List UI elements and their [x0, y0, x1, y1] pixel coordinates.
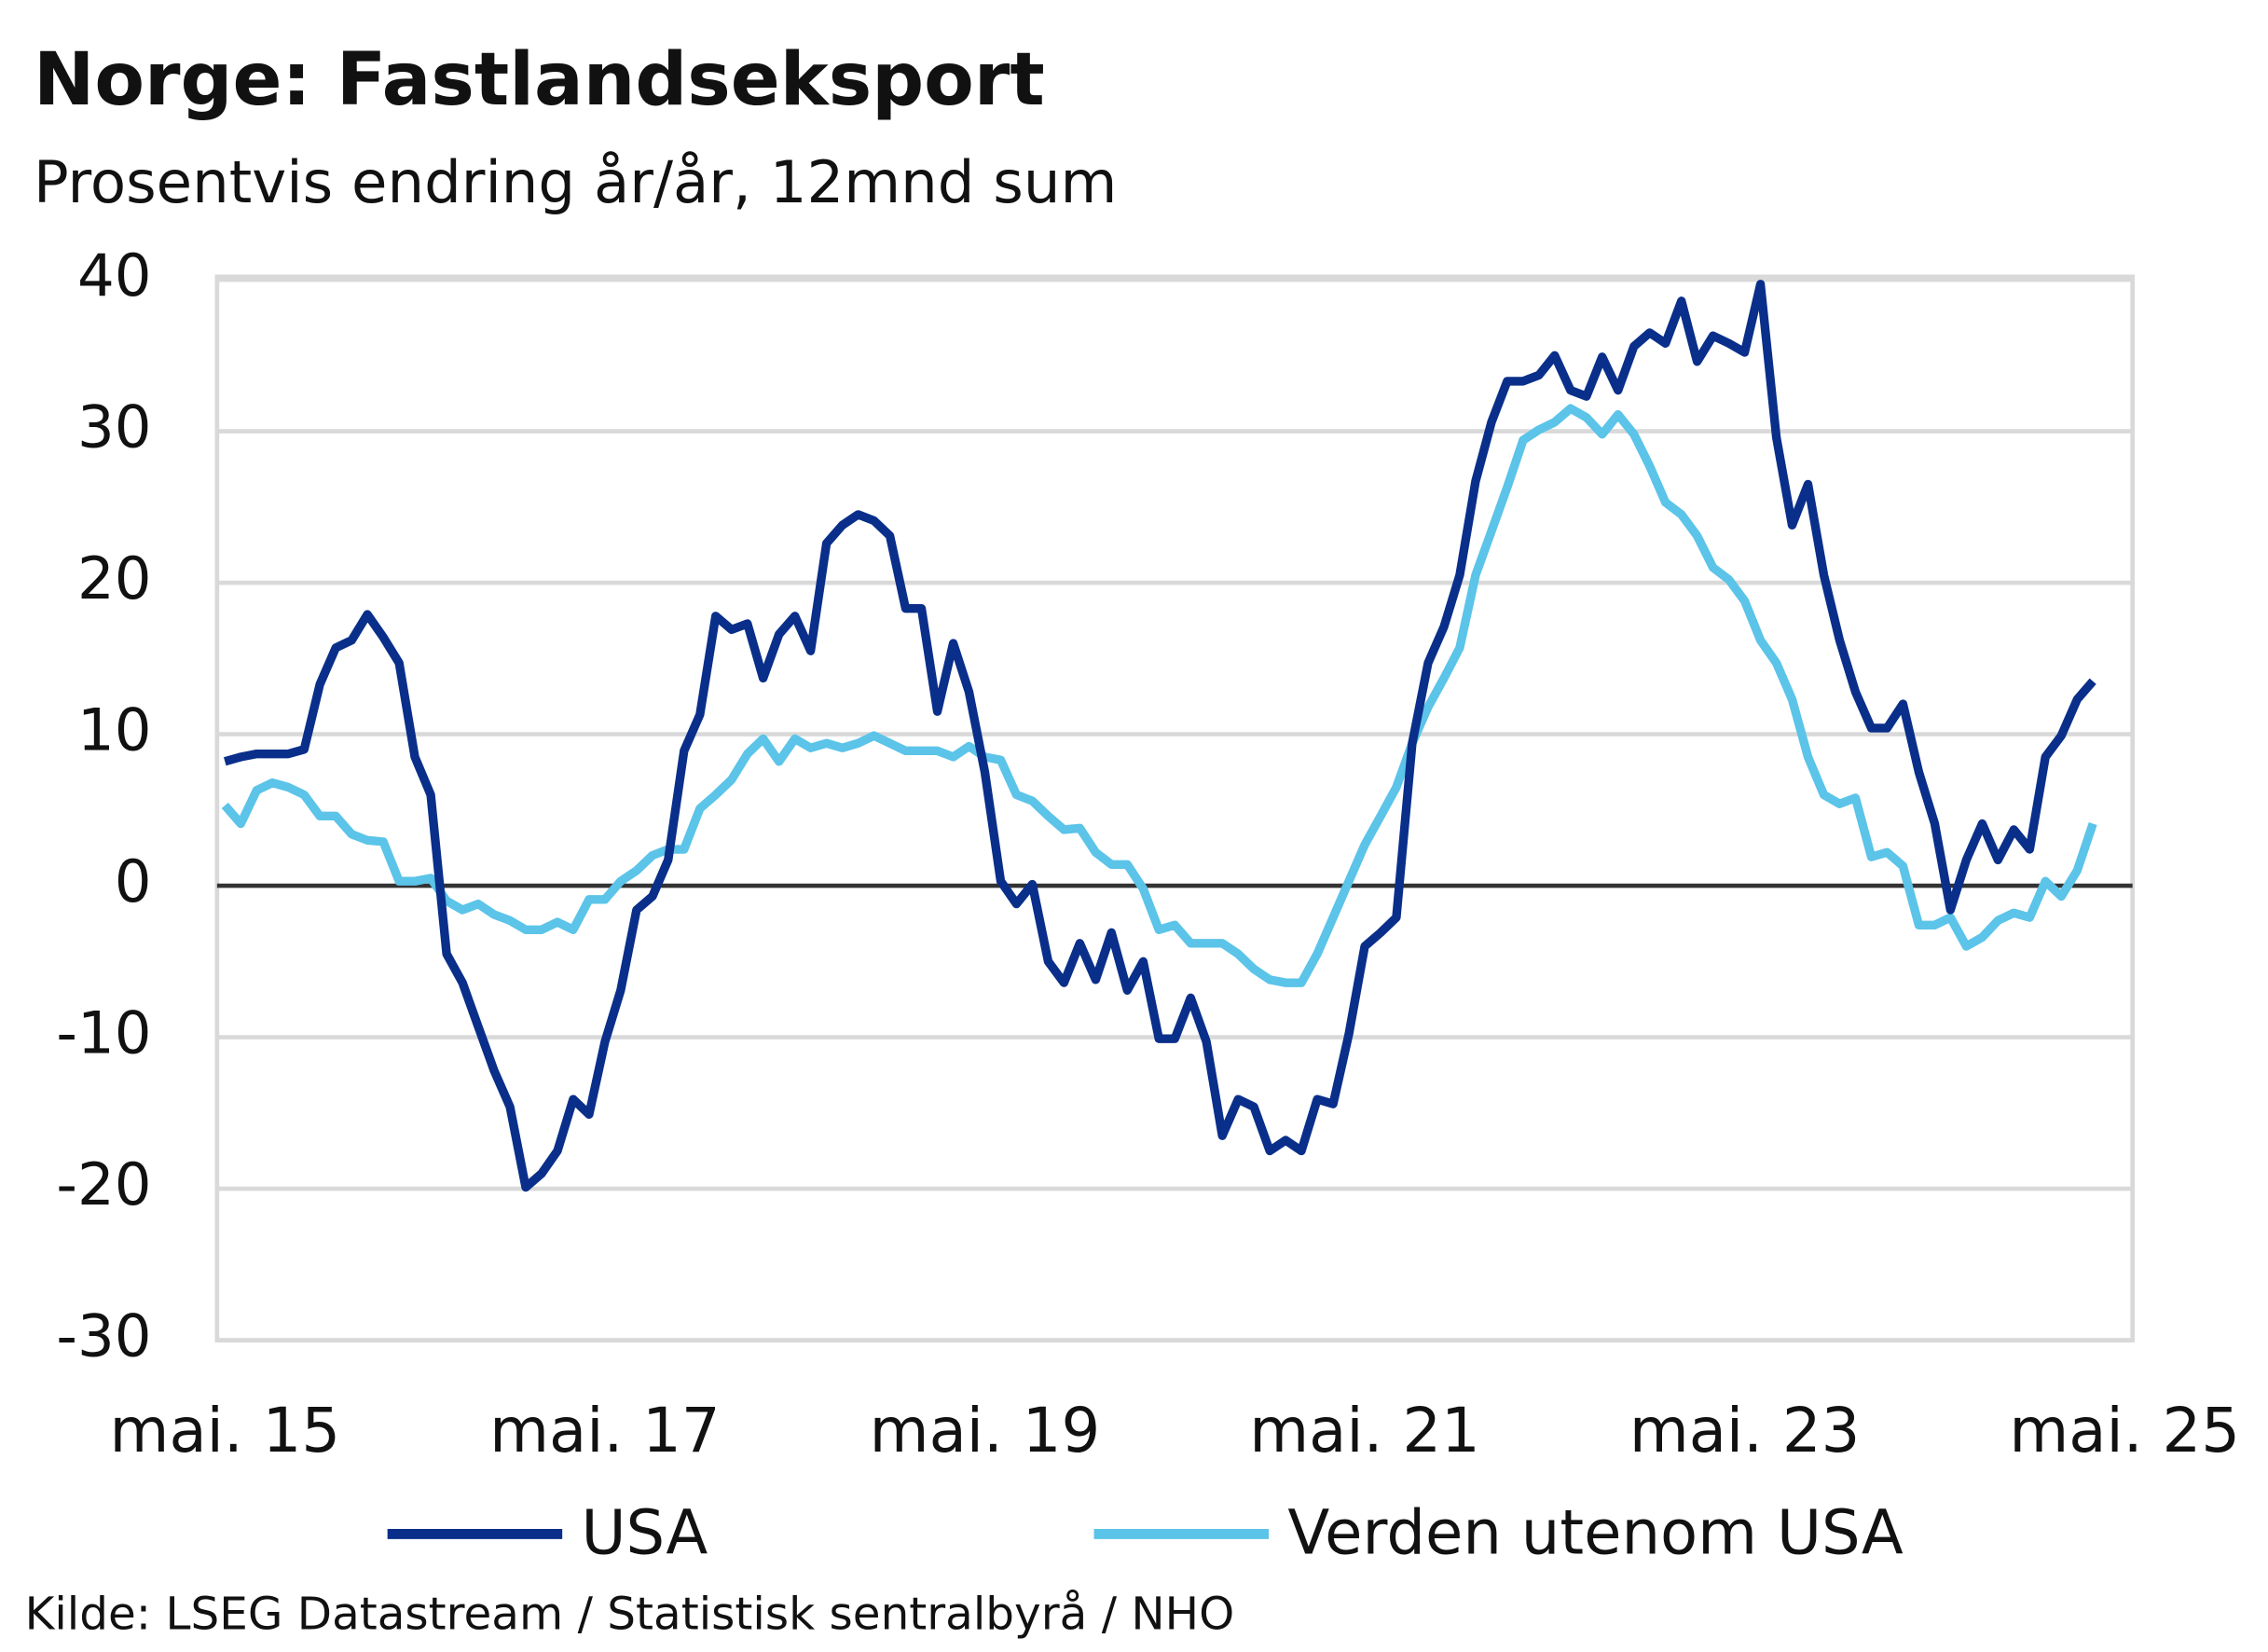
series-line	[221, 404, 2097, 987]
source: Kilde: LSEG Datastream / Statistisk sent…	[25, 1588, 1235, 1640]
y-tick-label: 10	[77, 696, 152, 764]
y-tick-label: -30	[56, 1302, 151, 1370]
x-tick-label: mai. 17	[489, 1396, 721, 1466]
y-tick-label: 30	[77, 393, 152, 461]
series-line	[223, 280, 2096, 1192]
x-tick-label: mai. 21	[1249, 1396, 1480, 1466]
x-tick-label: mai. 15	[110, 1396, 341, 1466]
legend-label: USA	[581, 1498, 708, 1569]
x-tick-label: mai. 23	[1629, 1396, 1861, 1466]
y-tick-label: 0	[115, 847, 152, 915]
y-tick-label: 20	[77, 544, 152, 613]
labels: -30 -20 -10 0 10 20 30 40 mai. 15 mai. 17 mai. 19 m…	[56, 241, 2240, 1569]
lines	[221, 280, 2097, 1192]
y-tick-label: 40	[77, 241, 152, 310]
chart-subtitle: Prosentvis endring år/år, 12mnd sum	[34, 148, 1117, 216]
x-tick-label: mai. 25	[2009, 1396, 2240, 1466]
x-tick-label: mai. 19	[870, 1396, 1101, 1466]
y-tick-label: -20	[56, 1150, 151, 1218]
legend-label: Verden utenom USA	[1287, 1498, 1903, 1569]
chart-title: Norge: Fastlandseksport	[34, 37, 1045, 122]
y-tick-label: -10	[56, 999, 151, 1067]
grid	[216, 277, 2133, 1342]
